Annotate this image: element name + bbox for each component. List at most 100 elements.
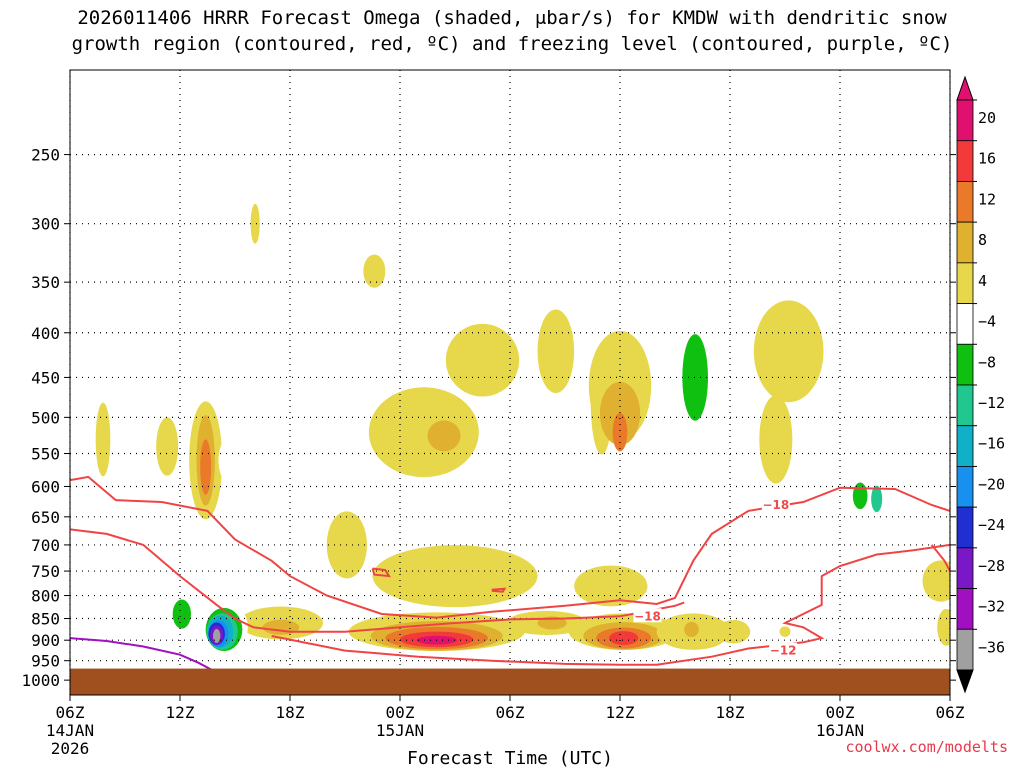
omega-area-65 xyxy=(846,83,852,112)
contour-label: −18 xyxy=(634,609,661,623)
chart-title-line-1: 2026011406 HRRR Forecast Omega (shaded, … xyxy=(77,7,947,29)
colorbar-bin xyxy=(956,588,974,630)
ground-surface xyxy=(70,668,950,695)
omega-area-50 xyxy=(330,607,342,621)
omega-area-5 xyxy=(250,203,260,244)
omega-area-44 xyxy=(187,79,210,150)
contour-label-bg xyxy=(769,642,798,657)
colorbar-label: −28 xyxy=(978,557,1005,575)
colorbar-bin xyxy=(956,181,974,223)
y-tick-label: 950 xyxy=(31,652,60,671)
y-tick-label: 1000 xyxy=(21,671,60,690)
omega-area-0 xyxy=(95,402,111,477)
omega-area-33 xyxy=(609,631,639,646)
contour-label: −18 xyxy=(762,498,789,512)
x-tick-label: 06Z xyxy=(56,703,85,722)
omega-area-64 xyxy=(895,189,902,219)
omega-area-55 xyxy=(682,334,709,421)
colorbar-bin xyxy=(956,466,974,508)
colorbar-bin xyxy=(956,262,974,304)
y-tick-label: 900 xyxy=(31,631,60,650)
x-tick-label: 18Z xyxy=(276,703,305,722)
omega-area-4 xyxy=(200,439,212,495)
omega-area-59 xyxy=(836,513,866,555)
colorbar-label: 4 xyxy=(978,272,987,290)
chart-title-line-2: growth region (contoured, red, ºC) and f… xyxy=(72,33,953,55)
omega-area-42 xyxy=(121,512,129,533)
colorbar-label: −20 xyxy=(978,475,1005,493)
dendritic-contour-0 xyxy=(70,475,950,619)
x-tick-date: 14JAN xyxy=(46,721,94,740)
x-tick-date: 16JAN xyxy=(816,721,864,740)
colorbar-label: −4 xyxy=(978,313,996,331)
omega-area-48 xyxy=(218,438,237,482)
colorbar-bin xyxy=(956,547,974,589)
y-tick-label: 800 xyxy=(31,587,60,606)
y-tick-label: 850 xyxy=(31,610,60,629)
omega-area-38 xyxy=(922,560,950,602)
omega-area-14 xyxy=(612,412,628,452)
omega-area-51 xyxy=(431,70,450,85)
y-tick-label: 750 xyxy=(31,562,60,581)
colorbar-label: 20 xyxy=(978,109,996,127)
omega-area-63 xyxy=(927,298,937,368)
omega-area-43 xyxy=(132,610,159,631)
omega-area-49 xyxy=(278,288,295,359)
colorbar-label: −16 xyxy=(978,435,1005,453)
x-tick-label: 12Z xyxy=(606,703,635,722)
y-tick-label: 650 xyxy=(31,508,60,527)
omega-area-8 xyxy=(427,420,461,452)
contour-label: −12 xyxy=(770,644,797,658)
contour-label-bg xyxy=(761,496,790,511)
dendritic-contour-2 xyxy=(271,543,950,666)
omega-area-40 xyxy=(99,520,114,591)
colorbar-bin xyxy=(956,384,974,427)
x-tick-label: 00Z xyxy=(826,703,855,722)
colorbar-label: 12 xyxy=(978,190,996,208)
x-tick-label: 18Z xyxy=(716,703,745,722)
dendritic-contour-5 xyxy=(491,587,507,593)
colorbar-bin xyxy=(956,343,974,386)
colorbar-bin xyxy=(956,425,974,467)
omega-area-10 xyxy=(537,309,575,394)
omega-area-46 xyxy=(172,599,191,629)
y-tick-label: 350 xyxy=(31,273,60,292)
omega-area-60 xyxy=(860,364,875,408)
omega-area-19 xyxy=(574,565,648,607)
colorbar-label: −24 xyxy=(978,516,1005,534)
colorbar-label: 16 xyxy=(978,150,996,168)
colorbar-top-arrow xyxy=(956,75,974,101)
colorbar-label: −36 xyxy=(978,638,1005,656)
y-tick-label: 600 xyxy=(31,477,60,496)
omega-area-74 xyxy=(213,628,221,643)
omega-area-15 xyxy=(753,300,824,403)
omega-area-9 xyxy=(363,254,386,288)
x-tick-date: 15JAN xyxy=(376,721,424,740)
omega-area-36 xyxy=(717,619,751,644)
omega-area-47 xyxy=(198,169,217,226)
omega-area-56 xyxy=(645,560,668,593)
omega-area-57 xyxy=(810,387,870,478)
colorbar-bin xyxy=(956,221,974,264)
x-tick-label: 06Z xyxy=(496,703,525,722)
colorbar-bin xyxy=(956,506,974,549)
omega-area-41 xyxy=(95,606,111,640)
omega-area-66 xyxy=(871,485,883,513)
y-tick-label: 400 xyxy=(31,324,60,343)
x-tick-label: 12Z xyxy=(166,703,195,722)
x-tick-year: 2026 xyxy=(51,739,90,758)
omega-area-1 xyxy=(156,417,179,476)
omega-area-54 xyxy=(649,471,701,551)
credit-text: coolwx.com/modelts xyxy=(845,738,1008,756)
x-axis-label: Forecast Time (UTC) xyxy=(407,748,613,768)
x-tick-label: 00Z xyxy=(386,703,415,722)
y-tick-label: 300 xyxy=(31,215,60,234)
omega-area-7 xyxy=(445,323,520,397)
dendritic-contour-4 xyxy=(371,567,391,578)
colorbar-label: −32 xyxy=(978,598,1005,616)
colorbar-bin xyxy=(956,99,974,142)
omega-area-6 xyxy=(368,387,479,478)
colorbar-bin xyxy=(956,140,974,182)
y-tick-label: 450 xyxy=(31,368,60,387)
